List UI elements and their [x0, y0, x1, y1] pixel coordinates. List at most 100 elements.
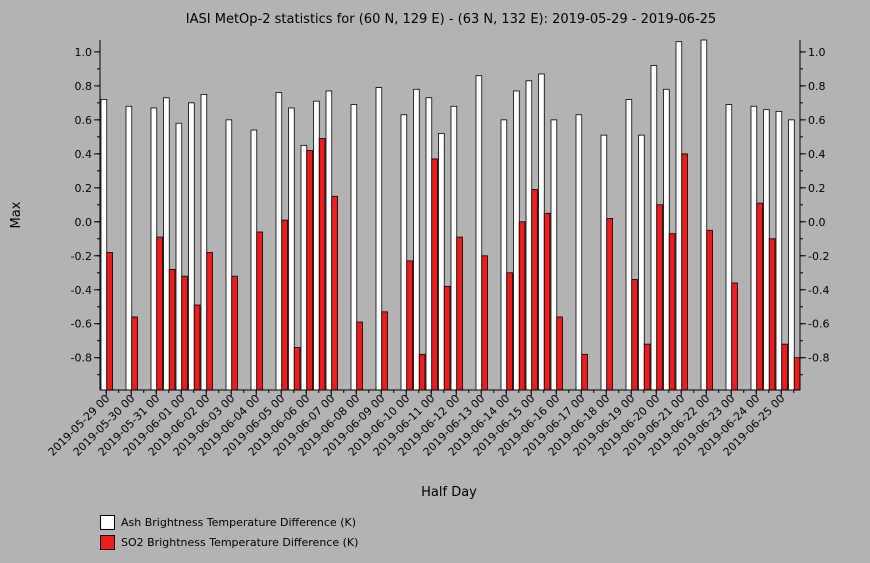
- so2-bar-22: [381, 311, 388, 391]
- y-tick-label-right: -0.6: [808, 318, 829, 331]
- so2-bar-53: [768, 238, 776, 391]
- ash-bar-34: [525, 80, 533, 391]
- ash-bar-17: [313, 100, 320, 391]
- so2-bar-12: [256, 231, 263, 391]
- ash-bar-50: [725, 104, 733, 391]
- so2-bar-46: [681, 153, 688, 391]
- so2-bar-7: [193, 304, 201, 391]
- legend-swatch-so2: [100, 534, 115, 550]
- y-tick-label-right: -0.8: [808, 352, 829, 365]
- legend-label-so2: SO2 Brightness Temperature Difference (K…: [121, 535, 359, 549]
- y-tick-label-right: 0.2: [808, 182, 826, 195]
- so2-bar-4: [156, 236, 163, 391]
- y-tick-label-left: -0.8: [71, 352, 92, 365]
- y-tick-label-right: 0.6: [808, 114, 826, 127]
- ash-bar-7: [188, 102, 195, 391]
- y-tick-label-left: 0.2: [75, 182, 93, 195]
- ash-bar-54: [775, 110, 783, 391]
- axes-group: -0.8 -0.8 -0.6 -0.6 -0.4 -0.4 -0.2 -0.2 0.0 0.0 0.…: [46, 40, 829, 459]
- so2-bar-25: [418, 353, 426, 391]
- ash-bar-6: [175, 122, 183, 391]
- so2-bar-2: [131, 316, 138, 391]
- so2-bar-28: [456, 236, 463, 391]
- ash-bar-42: [625, 99, 633, 391]
- so2-bar-48: [706, 229, 713, 391]
- ash-bar-5: [163, 97, 170, 391]
- ash-bar-35: [538, 73, 545, 391]
- so2-bar-20: [356, 321, 363, 391]
- ash-bar-16: [300, 144, 308, 391]
- so2-bar-42: [631, 279, 638, 391]
- ash-bar-18: [325, 90, 333, 391]
- so2-bar-34: [531, 189, 538, 391]
- so2-bar-30: [481, 255, 488, 391]
- ash-bar-44: [650, 65, 658, 391]
- ash-bar-46: [675, 41, 683, 391]
- ash-bar-4: [150, 107, 158, 391]
- ash-bar-12: [250, 129, 258, 391]
- ash-bar-10: [225, 119, 233, 391]
- so2-bar-40: [606, 217, 613, 391]
- y-tick-label-right: 0.8: [808, 80, 826, 93]
- so2-bar-33: [518, 221, 526, 391]
- ash-bar-55: [788, 119, 795, 391]
- ash-bar-52: [750, 105, 758, 391]
- y-axis-label: Max: [9, 201, 24, 228]
- y-tick-label-left: 1.0: [75, 46, 93, 59]
- so2-bar-24: [406, 260, 413, 391]
- ash-bar-53: [763, 109, 770, 391]
- ash-bar-33: [513, 90, 520, 391]
- y-tick-label-right: 1.0: [808, 46, 826, 59]
- ash-bar-45: [663, 88, 670, 391]
- y-tick-label-left: 0.6: [75, 114, 93, 127]
- ash-bar-25: [413, 88, 420, 391]
- so2-bar-44: [656, 204, 663, 391]
- so2-bar-36: [556, 316, 563, 391]
- ash-bar-0: [100, 99, 108, 391]
- ash-bar-32: [500, 119, 508, 391]
- ash-bar-14: [275, 92, 283, 391]
- y-tick-label-right: 0.0: [808, 216, 826, 229]
- so2-bar-10: [231, 275, 238, 391]
- so2-bar-6: [181, 275, 188, 391]
- legend: Ash Brightness Temperature Difference (K…: [100, 512, 358, 552]
- x-axis-label: Half Day: [421, 485, 477, 500]
- chart-title: IASI MetOp-2 statistics for (60 N, 129 E…: [186, 12, 716, 27]
- so2-bar-35: [543, 212, 551, 391]
- ash-bar-22: [375, 87, 383, 391]
- ash-bar-28: [450, 105, 458, 391]
- ash-bar-38: [575, 114, 583, 391]
- ash-bar-24: [400, 114, 408, 391]
- so2-bar-17: [318, 138, 326, 391]
- y-tick-label-left: 0.4: [75, 148, 93, 161]
- so2-bar-18: [331, 195, 338, 391]
- so2-bar-50: [731, 282, 738, 391]
- ash-bar-2: [125, 105, 133, 391]
- so2-bar-32: [506, 272, 513, 391]
- y-tick-label-left: 0.0: [75, 216, 93, 229]
- legend-label-ash: Ash Brightness Temperature Difference (K…: [121, 515, 356, 529]
- y-tick-label-right: -0.2: [808, 250, 829, 263]
- so2-bar-38: [581, 353, 588, 391]
- so2-bar-52: [756, 202, 763, 391]
- ash-bar-30: [475, 75, 483, 391]
- so2-bar-54: [781, 343, 788, 391]
- so2-bar-55: [793, 357, 801, 391]
- ash-bar-20: [350, 104, 358, 391]
- so2-bar-8: [206, 251, 213, 391]
- ash-bar-40: [600, 134, 608, 391]
- so2-bar-16: [306, 150, 313, 391]
- y-tick-label-right: -0.4: [808, 284, 829, 297]
- y-tick-label-left: 0.8: [75, 80, 93, 93]
- ash-bar-36: [550, 119, 558, 391]
- y-tick-label-left: -0.6: [71, 318, 92, 331]
- ash-bar-26: [425, 97, 433, 391]
- y-tick-label-right: 0.4: [808, 148, 826, 161]
- so2-bar-14: [281, 219, 288, 391]
- legend-item-ash: Ash Brightness Temperature Difference (K…: [100, 512, 358, 532]
- legend-swatch-ash: [100, 514, 115, 530]
- so2-bar-0: [106, 251, 113, 391]
- y-tick-label-left: -0.2: [71, 250, 92, 263]
- legend-item-so2: SO2 Brightness Temperature Difference (K…: [100, 532, 358, 552]
